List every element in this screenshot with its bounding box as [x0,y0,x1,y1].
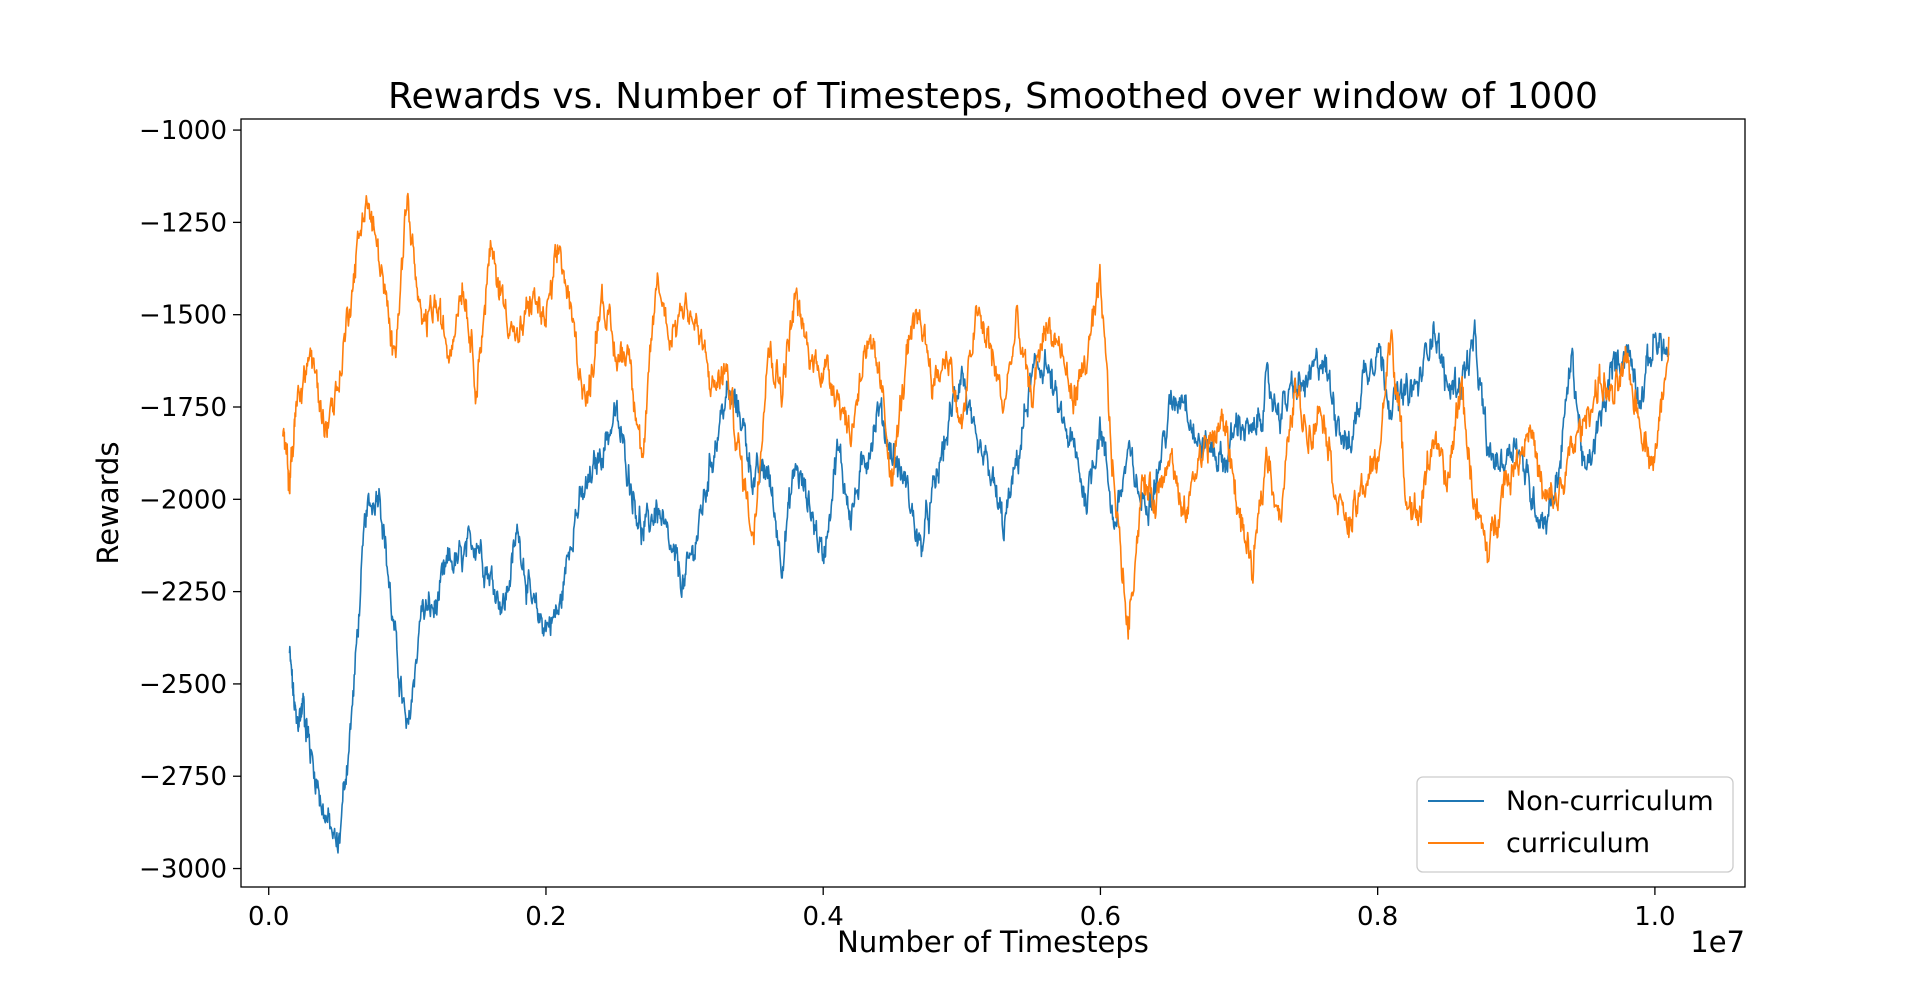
plot-lines [281,192,1670,854]
x-axis-label: Number of Timesteps [837,925,1149,959]
y-tick-label: −2000 [139,485,227,515]
y-tick-label: −1250 [139,208,227,238]
chart-title: Rewards vs. Number of Timesteps, Smoothe… [388,76,1598,117]
series-line-non-curriculum [288,319,1670,854]
y-tick-label: −2500 [139,670,227,700]
y-tick-label: −2750 [139,762,227,792]
y-axis-label: Rewards [91,441,125,564]
series-line-curriculum [281,192,1670,640]
legend: Non-curriculum curriculum [1416,776,1734,873]
x-tick-label: 0.2 [525,902,566,932]
y-tick-label: −1750 [139,393,227,423]
x-axis: 0.0 0.2 0.4 0.6 0.8 1.0 [248,887,1676,932]
y-tick-label: −2250 [139,578,227,608]
y-tick-label: −1000 [139,116,227,146]
y-tick-label: −1500 [139,301,227,331]
x-tick-label: 0.4 [803,902,844,932]
legend-box [1416,776,1734,873]
x-tick-label: 0.6 [1080,902,1121,932]
legend-label-curriculum: curriculum [1506,828,1650,859]
legend-label-non-curriculum: Non-curriculum [1506,786,1714,817]
x-tick-label: 1.0 [1634,902,1675,932]
x-axis-offset-text: 1e7 [1690,925,1745,959]
y-tick-label: −3000 [139,855,227,885]
y-axis: −1000 −1250 −1500 −1750 −2000 −2250 −2500 −2750… [139,116,241,885]
x-tick-label: 0.0 [248,902,289,932]
x-tick-label: 0.8 [1357,902,1398,932]
plot-frame [240,118,1746,888]
